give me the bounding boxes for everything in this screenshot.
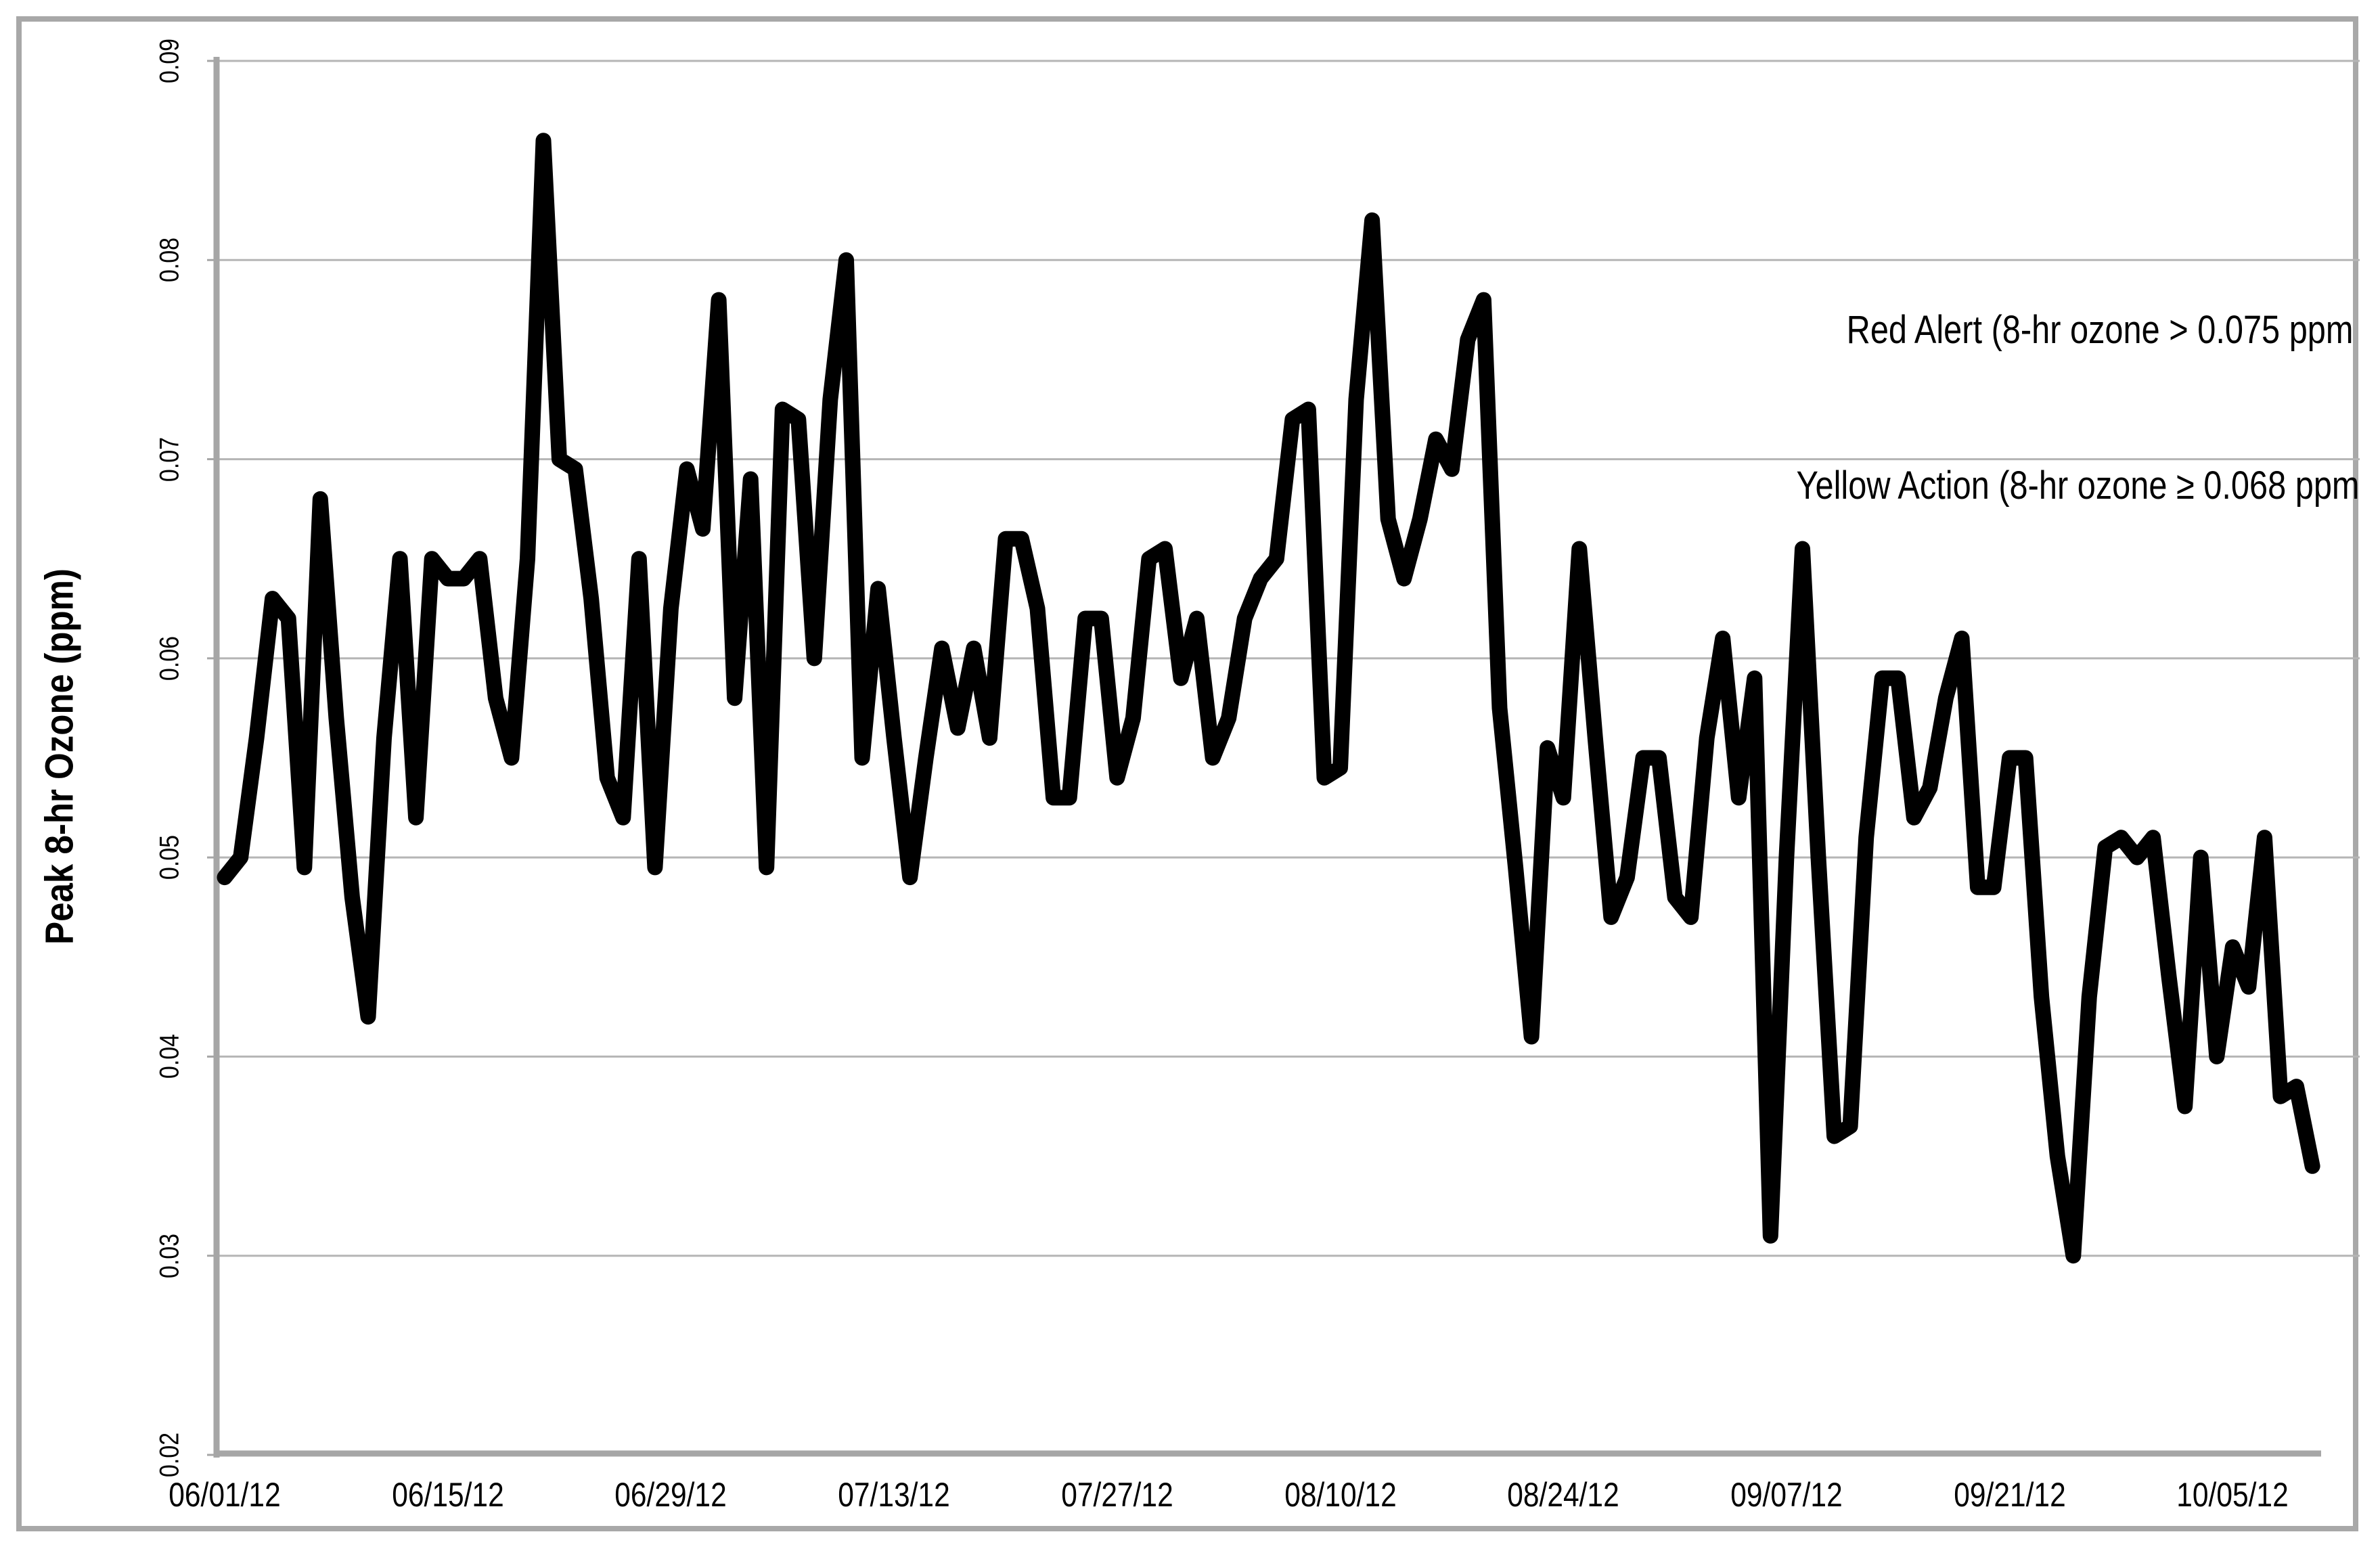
- y-tick-label: 0.09: [154, 38, 185, 84]
- data-line: [217, 133, 2320, 1264]
- threshold-lines: [220, 358, 2360, 524]
- x-tick-label: 06/15/12: [391, 1476, 504, 1514]
- x-tick-label: 08/10/12: [1284, 1476, 1397, 1514]
- x-tick-label: 10/05/12: [2176, 1476, 2289, 1514]
- data-polyline: [217, 133, 2320, 1264]
- x-tick-label: 09/21/12: [1953, 1476, 2066, 1514]
- x-tick-label: 09/07/12: [1730, 1476, 1843, 1514]
- y-tick-label: 0.04: [154, 1034, 185, 1079]
- x-tick-label: 06/29/12: [614, 1476, 727, 1514]
- x-tick-label: 07/27/12: [1061, 1476, 1173, 1514]
- y-tick-label: 0.03: [154, 1233, 185, 1278]
- x-tick-label: 06/01/12: [169, 1476, 281, 1514]
- x-tick-label: 07/13/12: [838, 1476, 950, 1514]
- yellow-action-label: Yellow Action (8-hr ozone ≥ 0.068 ppm: [1796, 463, 2360, 508]
- y-tick-label: 0.08: [154, 238, 185, 283]
- x-tick-label: 08/24/12: [1507, 1476, 1619, 1514]
- y-axis-title: Peak 8-hr Ozone (ppm): [37, 568, 82, 945]
- y-tick-label: 0.07: [154, 436, 185, 482]
- chart-frame: [16, 16, 2358, 1531]
- axes: [207, 57, 2321, 1458]
- y-tick-label: 0.05: [154, 835, 185, 880]
- red-alert-label: Red Alert (8-hr ozone > 0.075 ppm: [1846, 308, 2353, 353]
- y-tick-label: 0.02: [154, 1432, 185, 1478]
- y-tick-label: 0.06: [154, 635, 185, 681]
